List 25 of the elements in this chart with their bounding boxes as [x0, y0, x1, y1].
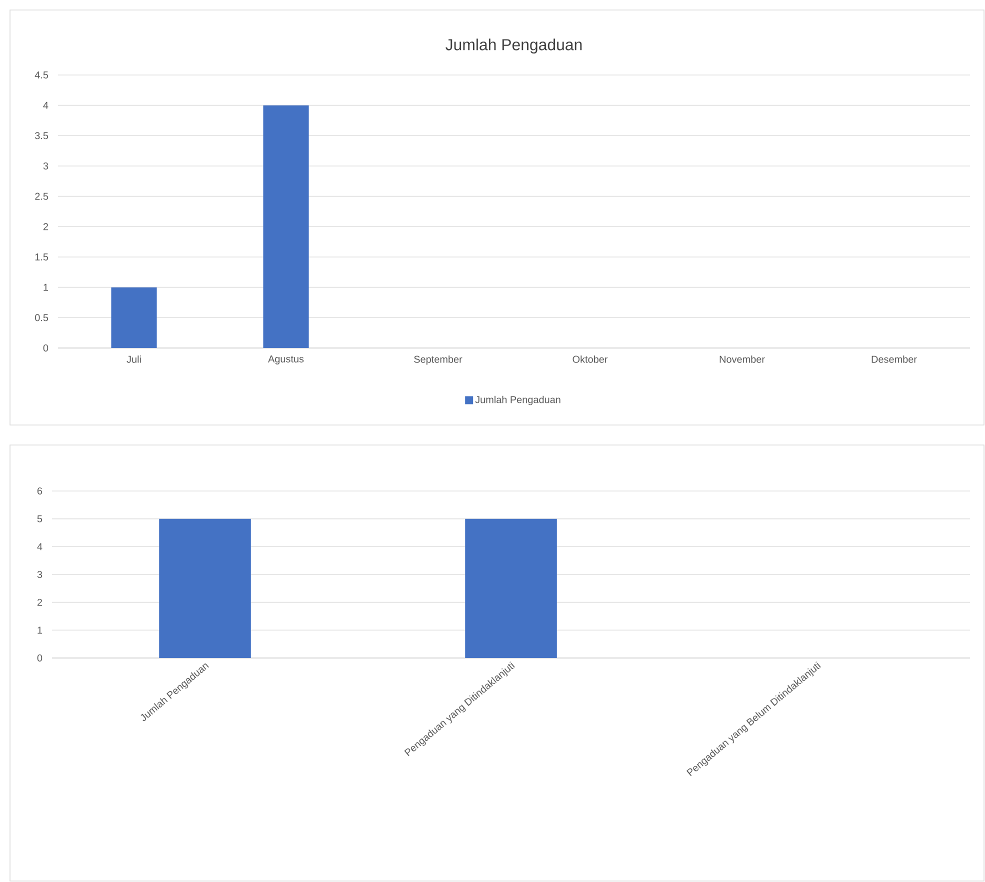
y-tick-label: 4	[43, 102, 48, 109]
y-tick-label: 0	[43, 344, 48, 352]
y-tick-label: 2	[43, 223, 48, 230]
y-tick-label: 1.5	[35, 254, 48, 260]
x-tick-label: Juli	[126, 356, 141, 363]
x-tick-label: November	[720, 356, 765, 363]
x-tick-label: Agustus	[268, 355, 304, 364]
y-tick-label: 1	[44, 284, 48, 291]
y-tick-label: 0	[37, 654, 42, 662]
chart-title: Jumlah Pengaduan	[446, 38, 582, 54]
y-tick-label: 2.5	[35, 192, 48, 200]
y-tick-label: 4	[37, 543, 42, 550]
legend-label: Jumlah Pengaduan	[475, 396, 560, 406]
x-tick-label: Oktober	[572, 356, 608, 363]
y-tick-label: 3.5	[35, 132, 48, 140]
y-tick-label: 2	[37, 598, 42, 606]
y-tick-label: 5	[37, 515, 42, 522]
x-tick-label: September	[414, 356, 462, 365]
y-tick-label: 4.5	[34, 72, 48, 78]
y-tick-label: 6	[37, 487, 42, 495]
y-tick-label: 0.5	[35, 314, 48, 322]
x-tick-label: Desember	[872, 356, 917, 363]
y-tick-label: 3	[37, 570, 42, 578]
y-tick-label: 3	[43, 162, 48, 170]
y-tick-label: 1	[38, 626, 42, 634]
